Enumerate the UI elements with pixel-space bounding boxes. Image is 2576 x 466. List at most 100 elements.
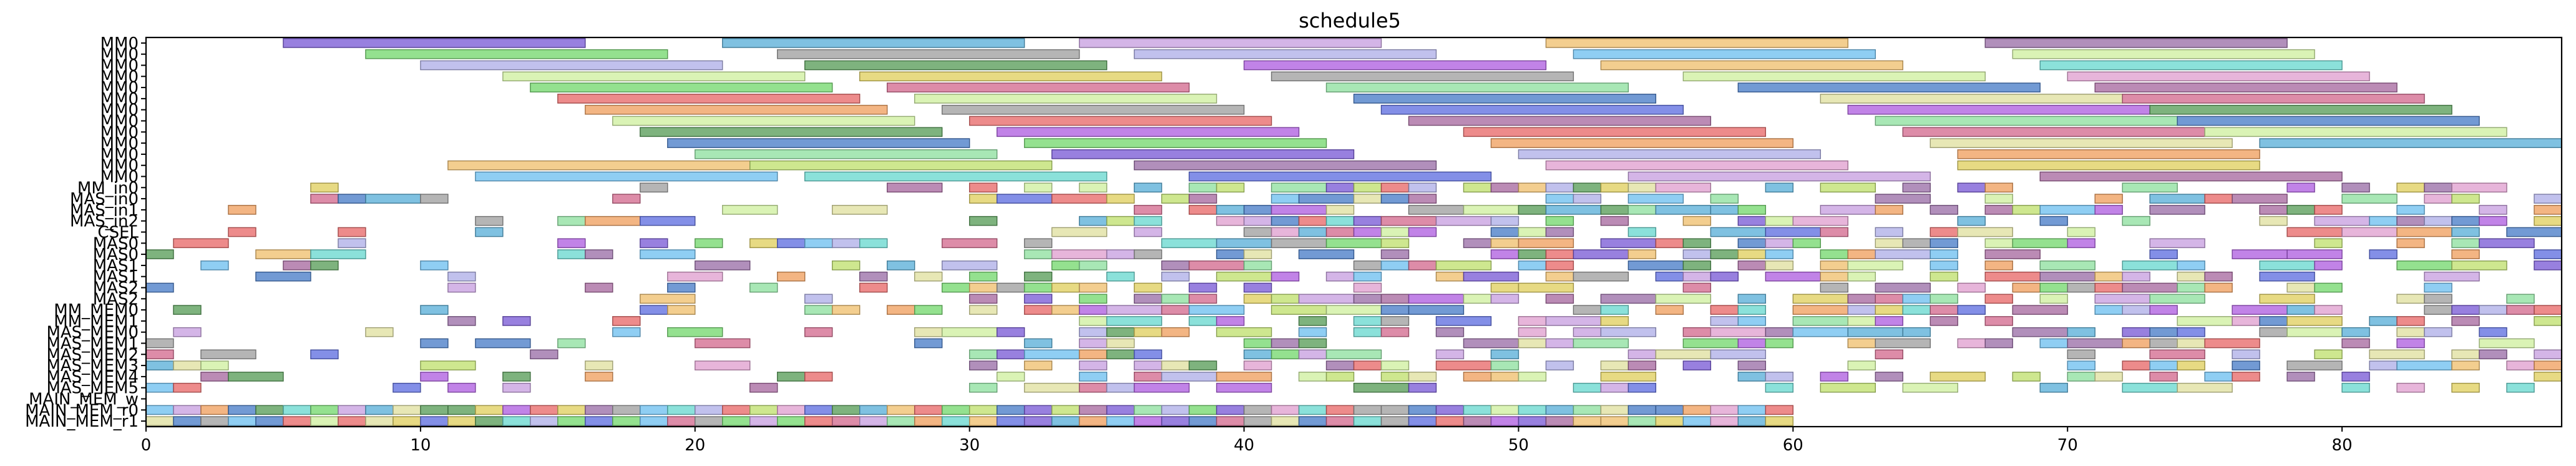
bus-slot-bar (1353, 271, 1382, 282)
bus-slot-bar (1930, 227, 1958, 237)
bus-slot-bar (1161, 327, 1190, 337)
bus-slot-bar (1875, 372, 1903, 382)
task-bar (749, 160, 1053, 171)
bus-slot-bar (1737, 249, 1767, 259)
task-bar (1545, 160, 1848, 171)
bus-slot-bar (310, 260, 339, 270)
bus-slot-bar (1902, 382, 1958, 393)
bus-slot-bar (2286, 205, 2315, 215)
bus-slot-bar (612, 327, 641, 337)
task-bar (1380, 104, 1684, 115)
bus-slot-bar (1463, 416, 1492, 426)
bus-slot-bar (365, 416, 394, 426)
bus-slot-bar (1188, 360, 1217, 370)
bus-slot-bar (1325, 405, 1355, 415)
bus-slot-bar (338, 227, 366, 237)
bus-slot-bar (1820, 249, 1848, 259)
bus-slot-bar (1078, 316, 1108, 326)
bus-slot-bar (145, 349, 174, 360)
bus-slot-bar (2314, 205, 2343, 215)
task-bar (1820, 94, 2123, 104)
bus-slot-bar (2259, 294, 2315, 304)
bus-slot-bar (1133, 294, 1163, 304)
y-tick-label: MAS_in1 (70, 201, 139, 220)
bus-slot-bar (1792, 305, 1848, 315)
bus-slot-bar (2424, 327, 2452, 337)
bus-slot-bar (612, 416, 641, 426)
bus-slot-bar (2149, 238, 2205, 249)
bus-slot-bar (1243, 227, 1272, 237)
bus-slot-bar (1600, 405, 1629, 415)
bus-slot-bar (1106, 349, 1135, 360)
bus-slot-bar (1682, 360, 1712, 370)
bus-slot-bar (1655, 271, 1684, 282)
bus-slot-bar (1023, 305, 1053, 315)
x-tick-label: 80 (2332, 436, 2353, 455)
bus-slot-bar (1765, 338, 1794, 349)
bus-slot-bar (1957, 282, 1986, 293)
task-bar (1051, 149, 1355, 159)
bus-slot-bar (2122, 216, 2150, 226)
bus-slot-bar (1847, 260, 1903, 270)
bus-slot-bar (1325, 360, 1355, 370)
bus-slot-bar (2177, 360, 2205, 370)
bus-slot-bar (1243, 205, 1272, 215)
bus-slot-bar (1710, 305, 1739, 315)
bus-slot-bar (859, 271, 888, 282)
bus-slot-bar (914, 305, 943, 315)
bus-slot-bar (1765, 260, 1794, 270)
bus-slot-bar (1023, 360, 1053, 370)
bus-slot-bar (1655, 238, 1684, 249)
y-tick-label: MAS_MEM0 (46, 324, 139, 342)
bus-slot-bar (1106, 416, 1135, 426)
bus-slot-bar (1518, 338, 1547, 349)
bus-slot-bar (777, 271, 806, 282)
bus-slot-bar (1875, 249, 1931, 259)
bus-slot-bar (1325, 271, 1355, 282)
bus-slot-bar (228, 227, 256, 237)
bus-slot-bar (1765, 216, 1794, 226)
bus-slot-bar (1161, 416, 1190, 426)
bus-slot-bar (1957, 338, 1986, 349)
task-bar (859, 71, 1163, 82)
bus-slot-bar (2012, 282, 2041, 293)
y-tick-label: MM_MEM1 (54, 312, 139, 331)
bus-slot-bar (2506, 305, 2535, 315)
bus-slot-bar (1023, 338, 1053, 349)
bus-slot-bar (1710, 316, 1739, 326)
bus-slot-bar (1847, 271, 1876, 282)
bus-slot-bar (1216, 238, 1272, 249)
bus-slot-bar (1271, 271, 1300, 282)
bus-slot-bar (447, 271, 476, 282)
bus-slot-bar (1133, 216, 1163, 226)
bus-slot-bar (2479, 205, 2507, 215)
bus-slot-bar (2122, 382, 2178, 393)
bus-slot-bar (310, 405, 339, 415)
bus-slot-bar (1216, 316, 1245, 326)
bus-slot-bar (1518, 405, 1547, 415)
bus-slot-bar (1216, 216, 1245, 226)
bus-slot-bar (968, 360, 998, 370)
bus-slot-bar (1023, 294, 1053, 304)
bus-slot-bar (1133, 182, 1163, 193)
bus-slot-bar (2396, 316, 2425, 326)
bus-slot-bar (2506, 227, 2562, 237)
bus-slot-bar (2286, 327, 2343, 337)
bus-slot-bar (1875, 194, 1931, 204)
task-bar (1353, 94, 1657, 104)
bus-slot-bar (1847, 316, 1876, 326)
x-tick-label: 60 (1783, 436, 1803, 455)
bus-slot-bar (1271, 294, 1300, 304)
bus-slot-bar (557, 405, 586, 415)
bus-slot-bar (1243, 294, 1272, 304)
bus-slot-bar (1353, 360, 1382, 370)
bus-slot-bar (1380, 249, 1410, 259)
bus-slot-bar (996, 416, 1025, 426)
bus-slot-bar (1573, 271, 1629, 282)
y-tick-label: MM0 (100, 46, 139, 64)
bus-slot-bar (941, 260, 998, 270)
task-bar (914, 94, 1217, 104)
bus-slot-bar (640, 305, 668, 315)
bus-slot-bar (1518, 205, 1547, 215)
bus-slot-bar (1573, 305, 1602, 315)
